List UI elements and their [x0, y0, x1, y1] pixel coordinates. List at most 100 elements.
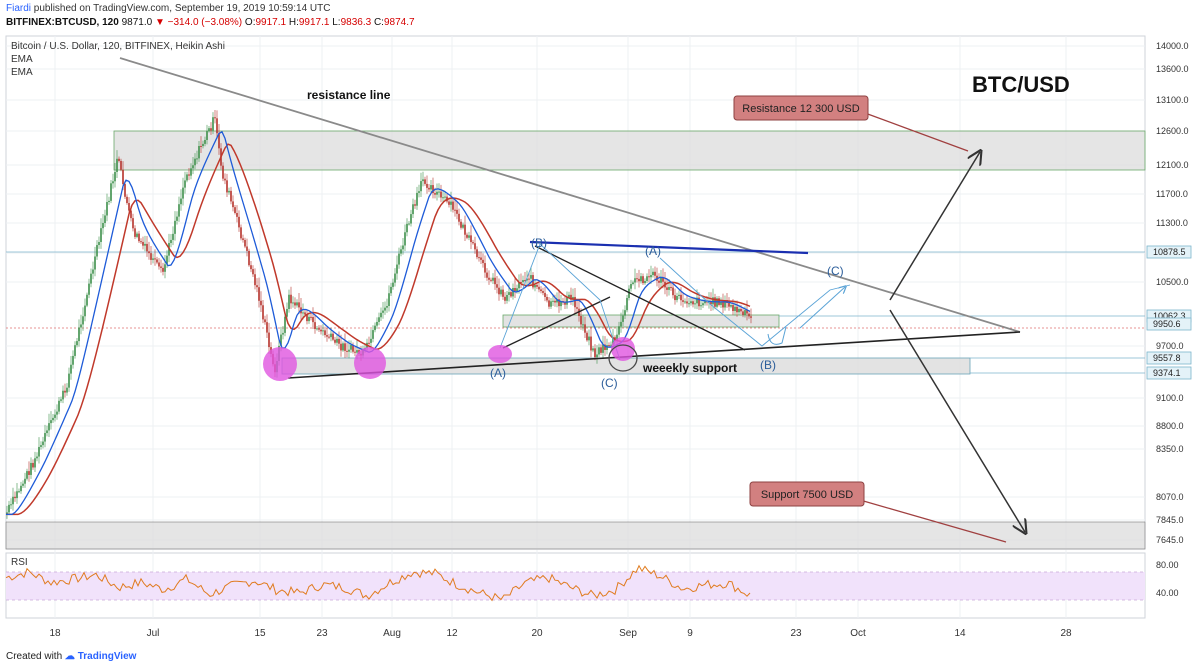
- candle-body: [598, 347, 600, 355]
- candle-body: [668, 287, 670, 290]
- candle-body: [430, 185, 432, 190]
- candle-body: [650, 275, 652, 278]
- candle-body: [48, 423, 50, 431]
- candle-body: [68, 373, 70, 388]
- candle-body: [72, 355, 74, 365]
- candle-body: [166, 255, 168, 265]
- resistance-callout-pointer: [864, 112, 969, 152]
- candle-body: [50, 420, 52, 424]
- candle-body: [326, 335, 328, 337]
- candle-body: [488, 277, 490, 280]
- candle-body: [554, 300, 556, 303]
- candle-body: [402, 245, 404, 250]
- candle-body: [252, 269, 254, 275]
- bullish-projection-arrow: [889, 152, 980, 301]
- close-value: 9874.7: [383, 17, 415, 28]
- candle-body: [654, 271, 656, 276]
- candle-body: [490, 279, 492, 281]
- candle-body: [442, 197, 444, 199]
- candle-body: [194, 158, 196, 166]
- candle-body: [606, 345, 608, 350]
- candle-body: [134, 228, 136, 237]
- author-link[interactable]: Fiardi: [6, 3, 32, 14]
- small-up-arrow: [799, 287, 845, 329]
- candle-body: [540, 289, 542, 292]
- open-value: 9917.1: [255, 17, 287, 28]
- blue-resistance-line: [529, 240, 809, 255]
- rsi-axis: 80.00 40.00: [1156, 560, 1179, 598]
- candle-body: [262, 305, 264, 320]
- candle-body: [236, 212, 238, 217]
- rsi-tick-label: 80.00: [1156, 560, 1179, 570]
- price-axis[interactable]: 14000.0 13600.0 13100.0 12600.0 12100.0 11700…: [1156, 41, 1189, 545]
- candle-body: [328, 336, 330, 338]
- candle-body: [356, 350, 358, 353]
- candle-body: [588, 336, 590, 341]
- candle-body: [662, 277, 664, 282]
- candle-body: [618, 326, 620, 335]
- candle-body: [730, 305, 732, 307]
- candle-body: [92, 269, 94, 274]
- candle-body: [250, 265, 252, 270]
- bearish-projection-arrow: [889, 309, 1025, 532]
- candle-body: [102, 222, 104, 229]
- candle-body: [152, 258, 154, 260]
- candle-body: [674, 295, 676, 301]
- time-axis[interactable]: 18 Jul 15 23 Aug 12 20 Sep 9 23 Oct 14 28: [49, 628, 1072, 639]
- candle-body: [306, 314, 308, 322]
- candle-body: [744, 310, 746, 315]
- candle-body: [114, 171, 116, 182]
- y-tick-label: 11300.0: [1156, 218, 1188, 228]
- heikin-ashi-candles: [6, 109, 752, 519]
- candle-body: [464, 224, 466, 235]
- candle-body: [392, 282, 394, 287]
- candle-body: [414, 204, 416, 206]
- candle-body: [14, 496, 16, 499]
- candle-body: [484, 263, 486, 273]
- candle-body: [486, 272, 488, 278]
- candle-body: [198, 145, 200, 159]
- candle-body: [546, 296, 548, 301]
- candle-body: [318, 328, 320, 330]
- candle-body: [282, 332, 284, 335]
- candle-body: [468, 235, 470, 238]
- candle-body: [22, 483, 24, 486]
- candle-body: [218, 133, 220, 149]
- resistance-line-label: resistance line: [307, 88, 391, 102]
- candle-body: [708, 301, 710, 303]
- y-tick-label: 8350.0: [1156, 444, 1184, 454]
- candle-body: [558, 299, 560, 307]
- candle-body: [482, 259, 484, 264]
- candle-body: [78, 327, 80, 342]
- candle-body: [184, 180, 186, 188]
- x-tick-label: 20: [531, 628, 543, 639]
- candle-body: [390, 286, 392, 294]
- low-value: 9836.3: [340, 17, 372, 28]
- published-text: published on TradingView.com, September …: [33, 3, 331, 14]
- candle-body: [196, 158, 198, 160]
- wave-label-c-1: (C): [601, 376, 618, 390]
- candle-body: [424, 179, 426, 184]
- candle-body: [144, 243, 146, 246]
- candle-body: [106, 201, 108, 216]
- y-tick-label: 12100.0: [1156, 160, 1189, 170]
- candle-body: [8, 504, 10, 513]
- candle-body: [422, 179, 424, 182]
- footer-brand[interactable]: TradingView: [77, 651, 137, 662]
- candle-body: [174, 220, 176, 234]
- candle-body: [722, 301, 724, 308]
- candle-body: [332, 333, 334, 340]
- candle-body: [34, 458, 36, 468]
- weekly-support-label: weeekly support: [642, 361, 737, 375]
- candle-body: [590, 336, 592, 351]
- candle-body: [80, 324, 82, 328]
- candle-body: [110, 183, 112, 201]
- candle-body: [596, 354, 598, 358]
- candle-body: [232, 201, 234, 208]
- candle-body: [90, 273, 92, 284]
- candle-body: [584, 324, 586, 333]
- candle-body: [182, 187, 184, 199]
- candle-body: [608, 345, 610, 347]
- marker-circle-2: [354, 347, 386, 379]
